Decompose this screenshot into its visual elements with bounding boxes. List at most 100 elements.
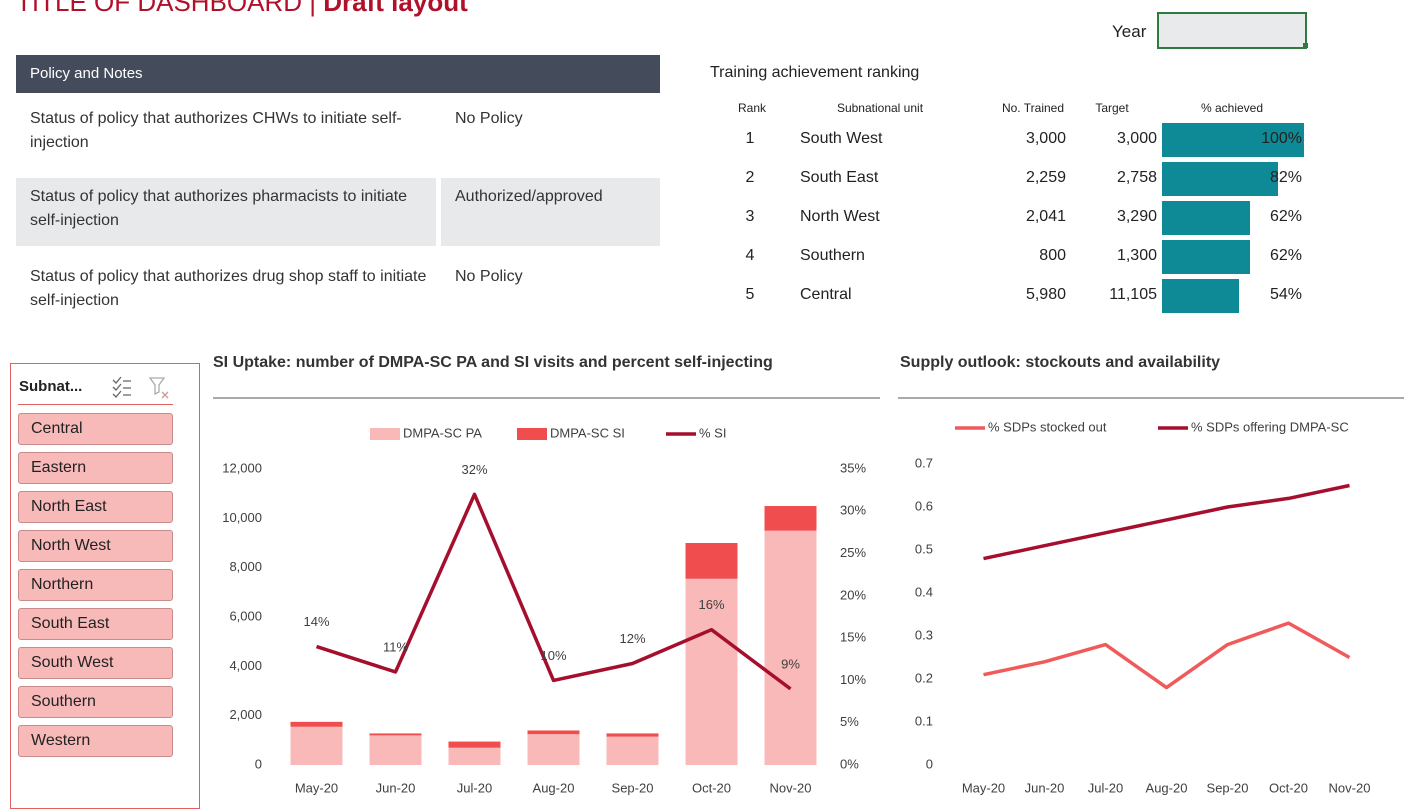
ranking-column-header: Target — [1095, 101, 1129, 115]
x-tick-label: Nov-20 — [1329, 780, 1371, 795]
line-series — [315, 492, 792, 691]
slicer-box — [10, 363, 200, 809]
y-tick-label: 0.7 — [915, 455, 933, 470]
slicer-item[interactable]: South East — [18, 608, 173, 640]
achieved-bar — [1162, 162, 1279, 196]
rank: 2 — [745, 169, 755, 186]
data-label: 9% — [781, 656, 800, 671]
y-tick-label: 15% — [840, 630, 866, 645]
y-tick-label: 0 — [255, 756, 262, 771]
legend-label: % SDPs offering DMPA-SC — [1191, 419, 1349, 434]
chart-title: SI Uptake: number of DMPA-SC PA and SI v… — [213, 354, 773, 371]
bar — [527, 734, 580, 765]
policy-status: No Policy — [455, 110, 523, 127]
year-label: Year — [1112, 22, 1147, 41]
ranking-column-header: Rank — [737, 101, 766, 115]
bar — [606, 736, 659, 765]
x-tick-label: Jun-20 — [1025, 780, 1065, 795]
y-tick-label: 10,000 — [222, 510, 262, 525]
year-input[interactable] — [1157, 12, 1307, 49]
target: 3,290 — [1116, 208, 1157, 225]
x-tick-label: Nov-20 — [770, 780, 812, 795]
slicer-item[interactable]: Western — [18, 725, 173, 757]
policy-text: Status of policy that authorizes CHWs to… — [30, 110, 402, 151]
line-series — [983, 621, 1351, 690]
slicer-item[interactable]: Eastern — [18, 452, 173, 484]
clear-filter-icon[interactable] — [148, 377, 169, 399]
x-tick-label: Jul-20 — [1088, 780, 1123, 795]
title-separator: | — [309, 0, 317, 17]
slicer-item[interactable]: North East — [18, 491, 173, 523]
no-trained: 2,041 — [1025, 208, 1066, 225]
icon-lines — [123, 380, 131, 396]
x-tick-label: Oct-20 — [1269, 780, 1308, 795]
no-trained: 800 — [1039, 247, 1066, 264]
achieved-label: 62% — [1269, 208, 1302, 225]
policy-row-bg — [16, 178, 436, 246]
achieved-bar — [1162, 201, 1251, 235]
achieved-label: 62% — [1269, 247, 1302, 264]
policy-text: Status of policy that authorizes drug sh… — [30, 268, 427, 309]
y-tick-label: 30% — [840, 503, 866, 518]
policy-row-bg — [441, 178, 660, 246]
bar — [527, 730, 580, 735]
slicer-divider — [18, 404, 173, 405]
x-tick-label: Jul-20 — [457, 780, 492, 795]
y-tick-label: 0.5 — [915, 541, 933, 556]
achieved-bar — [1162, 240, 1251, 274]
icon-x — [161, 391, 169, 399]
y-tick-label: 4,000 — [229, 658, 262, 673]
ranking-column-header: No. Trained — [1001, 101, 1065, 115]
rank: 4 — [745, 247, 755, 264]
policy-text: Status of policy that authorizes pharmac… — [30, 188, 408, 229]
slicer-item[interactable]: Northern — [18, 569, 173, 601]
multi-select-icon[interactable] — [112, 376, 131, 398]
bar — [764, 506, 817, 531]
bar — [448, 747, 501, 765]
bar — [290, 721, 343, 727]
subnational-unit: South West — [800, 130, 883, 147]
y-tick-label: 5% — [840, 714, 859, 729]
subnational-unit: South East — [800, 169, 879, 186]
bar — [606, 733, 659, 737]
bar — [290, 726, 343, 765]
y-tick-label: 25% — [840, 545, 866, 560]
legend-label: % SDPs stocked out — [988, 419, 1107, 434]
no-trained: 5,980 — [1025, 286, 1066, 303]
x-tick-label: Jun-20 — [376, 780, 416, 795]
rank: 5 — [745, 286, 755, 303]
slicer-item[interactable]: South West — [18, 647, 173, 679]
legend-label: DMPA-SC SI — [550, 425, 625, 440]
bar — [369, 733, 422, 736]
achieved-bar — [1162, 279, 1239, 313]
y-tick-label: 0.6 — [915, 498, 933, 513]
bar — [369, 735, 422, 765]
y-tick-label: 0.4 — [915, 584, 933, 599]
policy-status: No Policy — [455, 268, 523, 285]
x-tick-label: Aug-20 — [1146, 780, 1188, 795]
achieved-label: 54% — [1269, 286, 1302, 303]
slicer-item[interactable]: Southern — [18, 686, 173, 718]
x-tick-label: May-20 — [295, 780, 338, 795]
slicer-item[interactable]: North West — [18, 530, 173, 562]
subnational-unit: North West — [800, 208, 880, 225]
data-label: 11% — [383, 639, 408, 654]
y-tick-label: 0% — [840, 756, 859, 771]
y-tick-label: 0.1 — [915, 713, 933, 728]
x-tick-label: Sep-20 — [612, 780, 654, 795]
subnational-unit: Central — [800, 286, 852, 303]
rank: 1 — [745, 130, 755, 147]
data-label: 14% — [303, 614, 329, 629]
target: 2,758 — [1116, 169, 1157, 186]
bar — [764, 530, 817, 765]
achieved-bar — [1162, 123, 1304, 157]
slicer-item[interactable]: Central — [18, 413, 173, 445]
policy-status: Authorized/approved — [455, 188, 603, 205]
target: 1,300 — [1116, 247, 1157, 264]
bar — [448, 741, 501, 748]
y-tick-label: 0.3 — [915, 627, 933, 642]
rank: 3 — [745, 208, 755, 225]
y-tick-label: 2,000 — [229, 707, 262, 722]
